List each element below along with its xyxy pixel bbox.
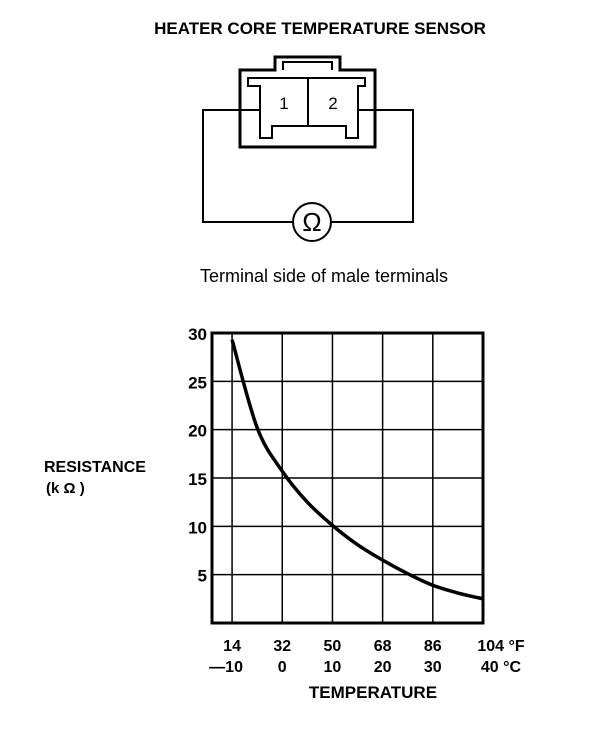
plot-frame xyxy=(210,331,485,625)
y-tick-label: 30 xyxy=(188,325,207,344)
x-tick-label-f: 14 xyxy=(223,638,241,655)
ohmmeter-icon xyxy=(292,202,332,242)
x-tick-label-c: 20 xyxy=(374,659,392,676)
terminal-1-label: 1 xyxy=(279,94,288,113)
x-tick-label-c: 30 xyxy=(424,659,442,676)
y-axis-unit: (k Ω ) xyxy=(46,480,85,497)
wire-left xyxy=(202,109,292,223)
y-tick-label: 10 xyxy=(188,518,207,537)
chart-grid xyxy=(212,332,484,623)
y-axis-label: RESISTANCE xyxy=(44,459,146,476)
x-tick-label-c: 10 xyxy=(324,659,342,676)
y-tick-label: 5 xyxy=(198,567,207,586)
x-tick-label-c: 40 °C xyxy=(481,659,522,676)
connector-caption: Terminal side of male terminals xyxy=(200,266,448,286)
terminal-2-label: 2 xyxy=(328,94,337,113)
ohm-symbol: Ω xyxy=(302,207,321,237)
y-tick-label: 25 xyxy=(188,373,207,392)
x-tick-label-c: 0 xyxy=(278,659,287,676)
resistance-curve xyxy=(230,339,484,601)
y-tick-label: 20 xyxy=(188,422,207,441)
x-tick-label-f: 32 xyxy=(273,638,291,655)
wire-right xyxy=(332,109,414,223)
x-tick-label-f: 104 °F xyxy=(477,638,525,655)
x-axis-label: TEMPERATURE xyxy=(309,683,437,702)
x-tick-label-c: —10 xyxy=(209,659,243,676)
x-tick-label-f: 68 xyxy=(374,638,392,655)
x-tick-label-f: 50 xyxy=(324,638,342,655)
connector xyxy=(202,55,414,242)
x-tick-label-f: 86 xyxy=(424,638,442,655)
diagram-title: HEATER CORE TEMPERATURE SENSOR xyxy=(154,19,486,38)
y-tick-label: 15 xyxy=(188,470,207,489)
